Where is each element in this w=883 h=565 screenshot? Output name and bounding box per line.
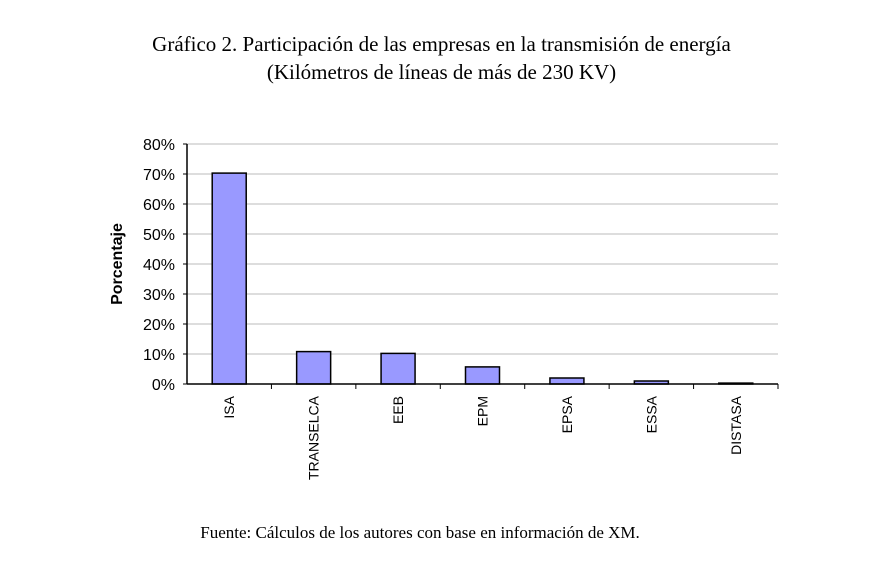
bar-transelca [295,350,332,385]
chart-title: Gráfico 2. Participación de las empresas… [152,32,731,56]
x-tick-label: TRANSELCA [306,395,322,480]
y-tick-label: 60% [143,197,175,214]
x-tick-label: DISTASA [728,395,744,455]
y-tick-label: 80% [143,137,175,154]
bar-epsa [549,377,585,385]
chart-subtitle: (Kilómetros de líneas de más de 230 KV) [266,60,617,84]
y-axis-label: Porcentaje [109,223,126,305]
bar-isa [211,172,247,385]
y-tick-label: 0% [152,377,175,394]
x-tick-label: EPM [475,396,491,426]
y-tick-label: 40% [143,257,175,274]
x-tick-label: EPSA [559,395,575,433]
x-tick-label: ESSA [643,395,659,433]
y-tick-label: 70% [143,167,175,184]
y-tick-label: 30% [143,287,175,304]
y-tick-label: 10% [143,347,175,364]
bar-epm [464,366,501,385]
source-note: Fuente: Cálculos de los autores con base… [200,523,640,542]
bar-eeb [380,352,416,385]
y-tick-label: 20% [143,317,175,334]
y-tick-label: 50% [143,227,175,244]
x-tick-label: EEB [390,396,406,424]
x-tick-label: ISA [221,395,237,418]
